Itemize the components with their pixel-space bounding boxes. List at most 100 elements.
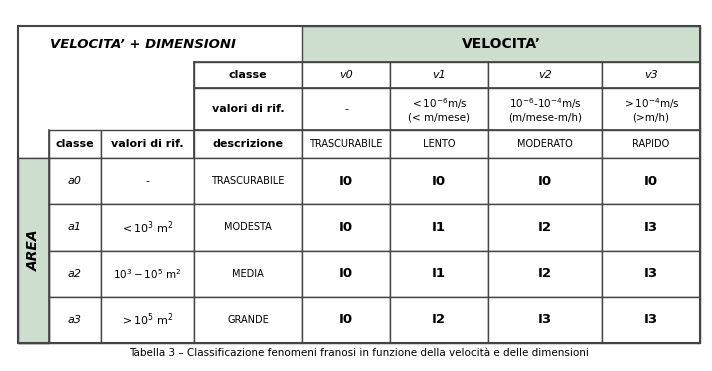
Text: I0: I0: [339, 175, 353, 188]
Text: -: -: [344, 104, 348, 114]
Bar: [18, 204, 49, 250]
Bar: [49, 62, 100, 88]
Text: $> 10^5\ \mathrm{m}^2$: $> 10^5\ \mathrm{m}^2$: [120, 312, 174, 328]
Bar: [302, 88, 390, 130]
Bar: [488, 158, 602, 204]
Bar: [49, 204, 100, 250]
Text: I1: I1: [432, 267, 446, 280]
Bar: [302, 158, 390, 204]
Text: classe: classe: [229, 70, 267, 80]
Bar: [100, 158, 194, 204]
Bar: [194, 204, 302, 250]
Bar: [100, 204, 194, 250]
Text: I3: I3: [644, 267, 658, 280]
Bar: [488, 62, 602, 88]
Text: I2: I2: [432, 313, 446, 326]
Text: a2: a2: [68, 269, 82, 279]
Bar: [194, 250, 302, 297]
Text: I0: I0: [339, 267, 353, 280]
Text: I3: I3: [538, 313, 552, 326]
Bar: [602, 158, 700, 204]
Bar: [602, 88, 700, 130]
Bar: [302, 130, 390, 158]
Bar: [602, 250, 700, 297]
Text: classe: classe: [56, 139, 94, 149]
Bar: [18, 26, 700, 343]
Bar: [18, 158, 49, 343]
Text: v2: v2: [538, 70, 552, 80]
Bar: [49, 250, 100, 297]
Bar: [488, 204, 602, 250]
Text: I1: I1: [432, 221, 446, 234]
Bar: [390, 158, 488, 204]
Text: I3: I3: [644, 221, 658, 234]
Bar: [100, 88, 194, 130]
Text: RAPIDO: RAPIDO: [632, 139, 669, 149]
Bar: [18, 62, 49, 88]
Text: v0: v0: [339, 70, 353, 80]
Bar: [18, 158, 49, 204]
Bar: [390, 250, 488, 297]
Bar: [49, 158, 100, 204]
Bar: [390, 62, 488, 88]
Text: I3: I3: [644, 313, 658, 326]
Text: I0: I0: [339, 221, 353, 234]
Text: I0: I0: [432, 175, 446, 188]
Bar: [194, 158, 302, 204]
Text: valori di rif.: valori di rif.: [211, 104, 284, 114]
Text: GRANDE: GRANDE: [227, 315, 269, 325]
Bar: [18, 250, 49, 297]
Text: descrizione: descrizione: [212, 139, 283, 149]
Bar: [18, 297, 49, 343]
Bar: [602, 62, 700, 88]
Bar: [302, 204, 390, 250]
Text: $10^3 - 10^5\ \mathrm{m}^2$: $10^3 - 10^5\ \mathrm{m}^2$: [113, 267, 182, 280]
Bar: [390, 130, 488, 158]
Bar: [390, 204, 488, 250]
Text: $< 10^3\ \mathrm{m}^2$: $< 10^3\ \mathrm{m}^2$: [120, 219, 174, 236]
Bar: [194, 297, 302, 343]
Text: I0: I0: [644, 175, 658, 188]
Text: MEDIA: MEDIA: [232, 269, 263, 279]
Bar: [488, 250, 602, 297]
Bar: [488, 130, 602, 158]
Bar: [100, 62, 194, 88]
Text: I2: I2: [538, 221, 552, 234]
Text: LENTO: LENTO: [423, 139, 456, 149]
Bar: [302, 62, 390, 88]
Text: a3: a3: [68, 315, 82, 325]
Bar: [488, 88, 602, 130]
Bar: [488, 297, 602, 343]
Bar: [302, 250, 390, 297]
Bar: [194, 130, 302, 158]
Text: v1: v1: [432, 70, 446, 80]
Text: valori di rif.: valori di rif.: [111, 139, 184, 149]
Text: I2: I2: [538, 267, 552, 280]
Text: $10^{-6}$-$10^{-4}$m/s
(m/mese-m/h): $10^{-6}$-$10^{-4}$m/s (m/mese-m/h): [508, 96, 582, 122]
Bar: [602, 204, 700, 250]
Text: VELOCITA’: VELOCITA’: [461, 37, 540, 51]
Text: I0: I0: [339, 313, 353, 326]
Text: Tabella 3 – Classificazione fenomeni franosi in funzione della velocità e delle : Tabella 3 – Classificazione fenomeni fra…: [129, 348, 589, 358]
Text: VELOCITA’ + DIMENSIONI: VELOCITA’ + DIMENSIONI: [50, 37, 236, 50]
Text: $>10^{-4}$m/s
(>m/h): $>10^{-4}$m/s (>m/h): [622, 96, 680, 122]
Bar: [194, 62, 302, 88]
Text: TRASCURABILE: TRASCURABILE: [211, 176, 285, 186]
Bar: [100, 130, 194, 158]
Bar: [49, 88, 100, 130]
Text: a1: a1: [68, 222, 82, 232]
Text: $< 10^{-6}$m/s
(< m/mese): $< 10^{-6}$m/s (< m/mese): [408, 96, 470, 122]
Bar: [602, 297, 700, 343]
Text: I0: I0: [538, 175, 552, 188]
Bar: [194, 88, 302, 130]
Bar: [49, 297, 100, 343]
Text: AREA: AREA: [26, 230, 41, 271]
Bar: [18, 26, 302, 62]
Text: a0: a0: [68, 176, 82, 186]
Bar: [390, 297, 488, 343]
Bar: [18, 88, 49, 130]
Bar: [49, 130, 100, 158]
Bar: [602, 130, 700, 158]
Text: v3: v3: [644, 70, 658, 80]
Text: MODESTA: MODESTA: [224, 222, 272, 232]
